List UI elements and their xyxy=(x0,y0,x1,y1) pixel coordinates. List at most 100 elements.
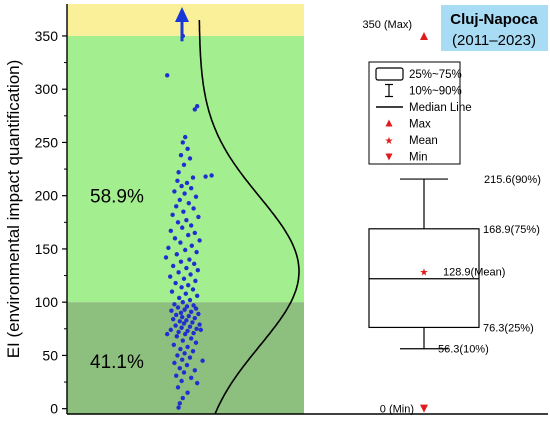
data-point xyxy=(174,252,179,257)
data-point xyxy=(193,278,198,284)
data-point xyxy=(194,249,199,255)
data-point xyxy=(192,261,197,267)
data-point xyxy=(180,338,185,343)
data-point xyxy=(184,217,189,223)
data-point xyxy=(177,319,182,324)
data-point xyxy=(179,325,184,330)
data-point xyxy=(175,305,181,310)
y-tick-label: 350 xyxy=(35,28,59,44)
data-point xyxy=(170,212,175,218)
data-point xyxy=(163,255,169,260)
data-point xyxy=(180,140,185,145)
arrow-head xyxy=(175,7,189,22)
data-point xyxy=(198,327,203,333)
data-point xyxy=(189,186,194,191)
data-point xyxy=(192,368,197,373)
legend-label: Max xyxy=(409,119,431,131)
data-point xyxy=(186,282,191,288)
data-point xyxy=(169,308,174,313)
y-tick-label: 100 xyxy=(35,294,59,310)
scatter-points xyxy=(163,33,214,410)
title-box: Cluj-Napoca (2011–2023) xyxy=(441,5,548,51)
data-point xyxy=(175,178,180,183)
q3-label: 168.9(75%) xyxy=(483,224,540,236)
band-labels: 58.9% 41.1% xyxy=(90,187,144,373)
legend-box-icon xyxy=(375,67,404,81)
data-point xyxy=(189,223,194,228)
data-point xyxy=(191,330,196,336)
data-point xyxy=(176,405,181,410)
data-point xyxy=(184,304,190,309)
max-triangle-icon xyxy=(420,31,428,40)
box-plot: ★ 215.6(90%) 168.9(75%) 128.9(Mean) 76.3(25%… xyxy=(362,19,540,416)
data-point xyxy=(177,197,182,203)
data-point xyxy=(182,351,187,356)
data-point xyxy=(183,134,188,140)
distribution-curve xyxy=(198,19,300,415)
data-point xyxy=(175,385,181,390)
data-point xyxy=(189,309,194,314)
legend-min-icon xyxy=(385,153,393,161)
data-point xyxy=(175,220,181,225)
data-point xyxy=(172,302,177,307)
data-point xyxy=(186,200,191,206)
min-triangle-icon xyxy=(420,404,428,413)
data-point xyxy=(209,173,214,178)
data-point xyxy=(172,236,178,241)
data-point xyxy=(171,263,176,269)
data-point xyxy=(172,360,177,366)
max-arrow xyxy=(175,7,189,42)
min-label: 0 (Min) xyxy=(380,404,414,416)
max-label: 350 (Max) xyxy=(362,19,412,31)
data-point xyxy=(190,175,196,180)
data-point xyxy=(168,327,173,333)
data-point xyxy=(192,230,197,236)
data-point xyxy=(177,366,182,371)
data-point xyxy=(194,326,199,332)
legend-label: Median Line xyxy=(409,102,472,114)
data-point xyxy=(189,375,194,380)
data-point xyxy=(173,323,178,328)
data-point xyxy=(165,331,170,337)
data-point xyxy=(181,276,187,281)
legend: 25%~75% 10%~90% Median Line Max ★ Mean Min xyxy=(368,61,472,165)
data-point xyxy=(193,340,199,345)
data-point xyxy=(200,358,205,363)
data-point xyxy=(179,285,184,290)
p90-label: 215.6(90%) xyxy=(484,174,541,186)
data-point xyxy=(173,280,178,286)
data-point xyxy=(189,243,194,248)
data-point xyxy=(187,257,192,262)
data-point xyxy=(187,297,193,303)
data-point xyxy=(190,287,196,292)
data-point xyxy=(187,324,193,329)
data-point xyxy=(183,331,188,337)
data-point xyxy=(185,328,190,334)
band-1 xyxy=(67,35,304,303)
data-point xyxy=(195,104,200,109)
legend-label: Mean xyxy=(409,135,438,147)
data-point xyxy=(189,336,194,341)
band-percent-label: 58.9% xyxy=(90,187,144,208)
data-point xyxy=(177,401,182,406)
data-point xyxy=(185,390,190,395)
data-point xyxy=(172,189,177,194)
data-point xyxy=(187,355,193,360)
y-axis-title: EI (environmental impact quantification) xyxy=(4,60,23,359)
y-tick-label: 150 xyxy=(35,241,59,257)
q1-label: 76.3(25%) xyxy=(483,322,534,334)
chart-title: Cluj-Napoca xyxy=(450,11,538,28)
data-point xyxy=(168,274,173,279)
data-point xyxy=(178,259,184,264)
chart-subtitle: (2011–2023) xyxy=(452,32,536,49)
data-point xyxy=(174,204,179,209)
data-point xyxy=(178,240,183,245)
data-point xyxy=(184,180,190,186)
data-point xyxy=(186,313,191,319)
data-point xyxy=(176,170,181,175)
data-point xyxy=(181,209,186,214)
data-point xyxy=(178,310,184,316)
data-point xyxy=(185,344,190,350)
data-point xyxy=(191,206,196,211)
